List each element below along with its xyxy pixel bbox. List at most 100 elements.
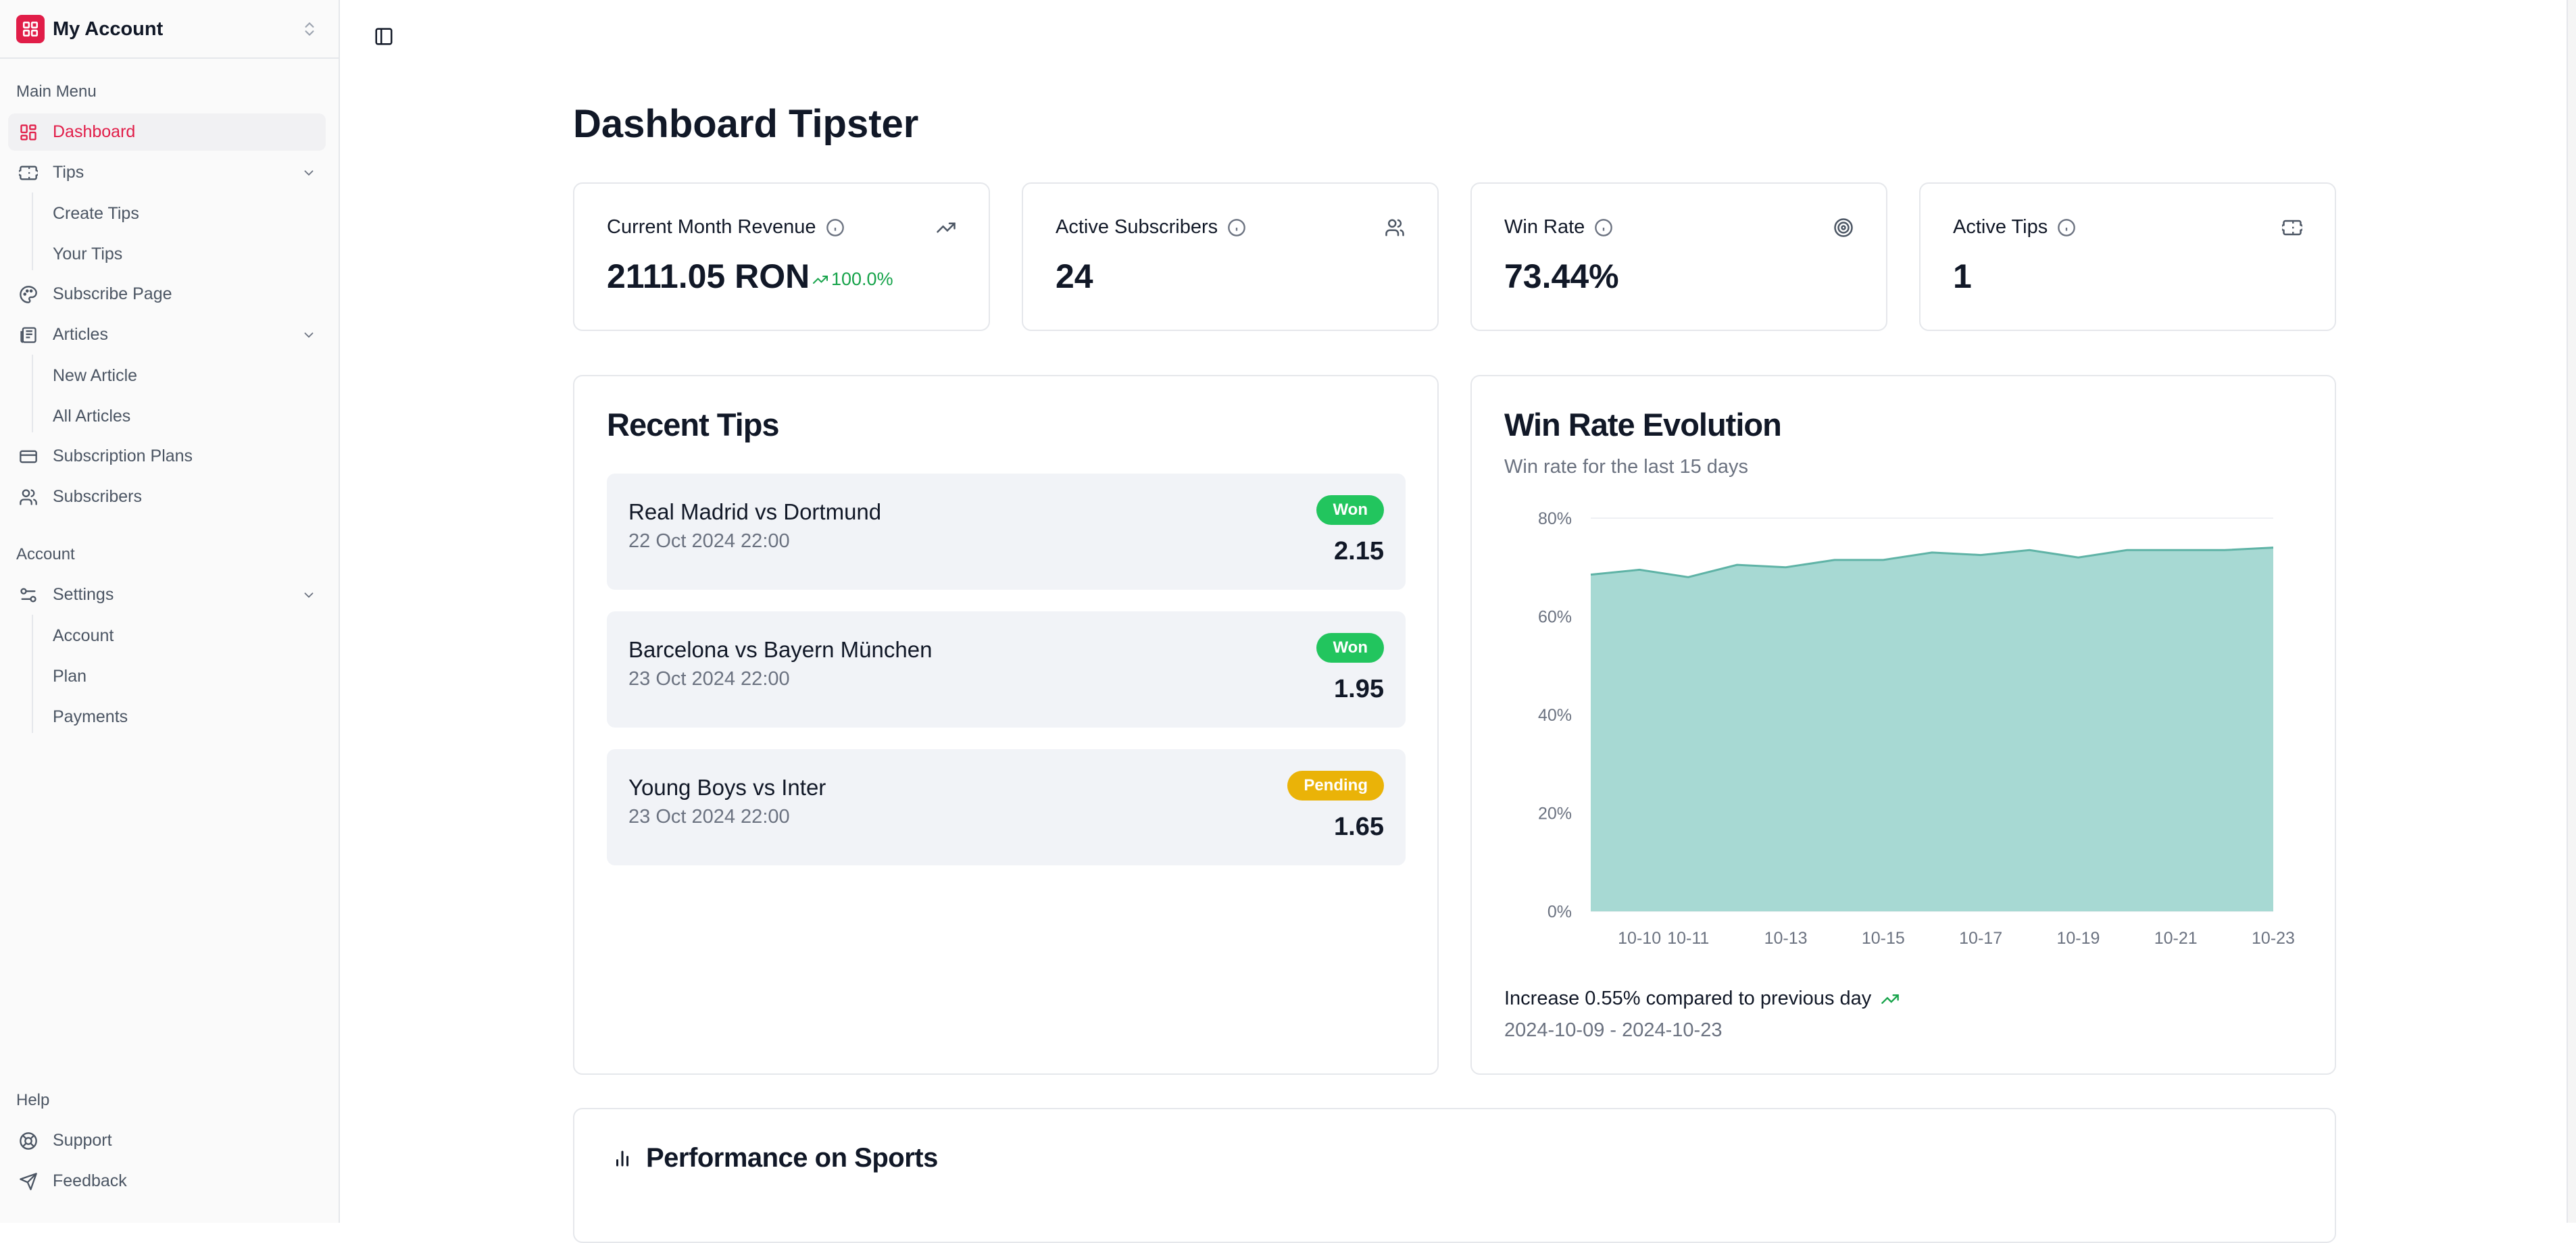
win-rate-subtitle: Win rate for the last 15 days: [1504, 456, 1749, 478]
chevron-down-icon: [301, 588, 316, 603]
stat-title-row: Active Subscribers: [1056, 216, 1246, 238]
stat-title-row: Win Rate: [1504, 216, 1613, 238]
submenu-guide-line: [32, 615, 33, 733]
x-tick-label: 10-17: [1959, 929, 2002, 948]
sidebar-item-your-tips[interactable]: Your Tips: [53, 244, 123, 263]
win-rate-title: Win Rate Evolution: [1504, 407, 1782, 442]
info-icon[interactable]: [1594, 218, 1613, 237]
y-tick-label: 40%: [1538, 706, 1572, 725]
recent-tips-title: Recent Tips: [607, 407, 780, 442]
stat-title: Win Rate: [1504, 216, 1585, 238]
chart-footer: Increase 0.55% compared to previous day: [1504, 988, 1900, 1010]
palette-icon: [18, 284, 39, 305]
tip-match: Real Madrid vs Dortmund: [628, 499, 882, 524]
sidebar-divider: [0, 57, 340, 59]
info-icon[interactable]: [1227, 218, 1246, 237]
chevron-down-icon: [301, 328, 316, 343]
stat-card-active-tips: Active Tips 1: [1919, 182, 2336, 331]
x-tick-label: 10-10: [1618, 929, 1661, 948]
status-badge: Pending: [1287, 771, 1384, 801]
sidebar-item-label: Settings: [53, 585, 114, 604]
account-name: My Account: [53, 18, 164, 40]
x-tick-label: 10-15: [1862, 929, 1905, 948]
ticket-icon: [2282, 218, 2302, 238]
sidebar: My Account Main Menu Dashboard Tips Crea…: [0, 0, 340, 1223]
chevron-down-icon: [301, 166, 316, 180]
sidebar-item-label: Subscribe Page: [53, 284, 172, 303]
newspaper-icon: [18, 324, 39, 346]
tip-item[interactable]: Barcelona vs Bayern München 23 Oct 2024 …: [607, 611, 1406, 728]
tip-date: 22 Oct 2024 22:00: [628, 530, 790, 552]
account-switcher[interactable]: My Account: [16, 8, 324, 50]
sidebar-item-create-tips[interactable]: Create Tips: [53, 203, 139, 223]
users-icon: [18, 486, 39, 508]
sidebar-item-subscription-plans[interactable]: Subscription Plans: [8, 438, 326, 475]
stat-trend-value: 100.0%: [831, 269, 893, 289]
stat-value: 2111.05 RON: [607, 257, 810, 295]
x-tick-label: 10-21: [2154, 929, 2198, 948]
y-tick-label: 0%: [1547, 903, 1572, 921]
win-rate-card: Win Rate Evolution Win rate for the last…: [1470, 375, 2336, 1075]
status-badge: Won: [1316, 633, 1384, 663]
stat-card-win-rate: Win Rate 73.44%: [1470, 182, 1887, 331]
stat-title-row: Current Month Revenue: [607, 216, 845, 238]
series-line: [1590, 547, 2274, 578]
sidebar-item-articles[interactable]: Articles: [8, 316, 326, 353]
app-logo-icon: [16, 15, 45, 43]
target-icon: [1833, 218, 1854, 238]
page-scrollbar[interactable]: [2567, 0, 2576, 1223]
stat-title-row: Active Tips: [1953, 216, 2076, 238]
performance-title: Performance on Sports: [646, 1143, 938, 1173]
sidebar-item-all-articles[interactable]: All Articles: [53, 406, 131, 426]
recent-tips-card: Recent Tips Real Madrid vs Dortmund 22 O…: [573, 375, 1439, 1075]
chevrons-up-down-icon: [301, 20, 318, 38]
series-area: [1591, 547, 2273, 911]
bar-chart-icon: [612, 1148, 646, 1169]
sliders-icon: [18, 584, 39, 606]
account-group-label: Account: [16, 545, 75, 563]
sidebar-item-account[interactable]: Account: [53, 626, 114, 645]
sidebar-item-label: Articles: [53, 325, 108, 344]
layout-grid-icon: [18, 122, 39, 143]
chart-date-range: 2024-10-09 - 2024-10-23: [1504, 1019, 1723, 1041]
stat-title: Active Subscribers: [1056, 216, 1218, 238]
sidebar-toggle-button[interactable]: [370, 23, 397, 50]
sidebar-item-feedback[interactable]: Feedback: [8, 1163, 326, 1200]
sidebar-item-subscribe-page[interactable]: Subscribe Page: [8, 276, 326, 313]
tip-item[interactable]: Real Madrid vs Dortmund 22 Oct 2024 22:0…: [607, 474, 1406, 590]
sidebar-item-tips[interactable]: Tips: [8, 154, 326, 191]
sidebar-item-dashboard[interactable]: Dashboard: [8, 113, 326, 151]
sidebar-item-support[interactable]: Support: [8, 1122, 326, 1159]
stat-value: 1: [1953, 257, 1972, 295]
main-menu-label: Main Menu: [16, 82, 97, 101]
stat-card-subscribers: Active Subscribers 24: [1022, 182, 1439, 331]
sidebar-item-label: Subscription Plans: [53, 447, 193, 465]
info-icon[interactable]: [2057, 218, 2076, 237]
tip-item[interactable]: Young Boys vs Inter 23 Oct 2024 22:00 Pe…: [607, 749, 1406, 865]
sidebar-item-label: Dashboard: [53, 122, 136, 141]
tip-odds: 1.95: [1334, 675, 1384, 703]
x-tick-label: 10-13: [1764, 929, 1808, 948]
sidebar-item-plan[interactable]: Plan: [53, 666, 87, 686]
sidebar-item-new-article[interactable]: New Article: [53, 365, 138, 385]
y-tick-label: 60%: [1538, 608, 1572, 627]
sidebar-item-settings[interactable]: Settings: [8, 576, 326, 613]
info-icon[interactable]: [826, 218, 845, 237]
sidebar-item-label: Subscribers: [53, 487, 142, 506]
chart-footer-text: Increase 0.55% compared to previous day: [1504, 988, 1872, 1009]
stat-title: Active Tips: [1953, 216, 2048, 238]
tip-odds: 1.65: [1334, 813, 1384, 841]
x-tick-label: 10-19: [2056, 929, 2100, 948]
ticket-icon: [18, 162, 39, 184]
submenu-guide-line: [32, 355, 33, 432]
y-tick-label: 80%: [1538, 509, 1572, 528]
tip-date: 23 Oct 2024 22:00: [628, 668, 790, 690]
life-buoy-icon: [18, 1130, 39, 1152]
users-icon: [1385, 218, 1405, 238]
sidebar-item-subscribers[interactable]: Subscribers: [8, 478, 326, 515]
send-icon: [18, 1171, 39, 1192]
sidebar-item-label: Feedback: [53, 1171, 127, 1190]
stat-value: 73.44%: [1504, 257, 1619, 295]
sidebar-item-payments[interactable]: Payments: [53, 707, 128, 726]
sidebar-item-label: Tips: [53, 163, 84, 182]
